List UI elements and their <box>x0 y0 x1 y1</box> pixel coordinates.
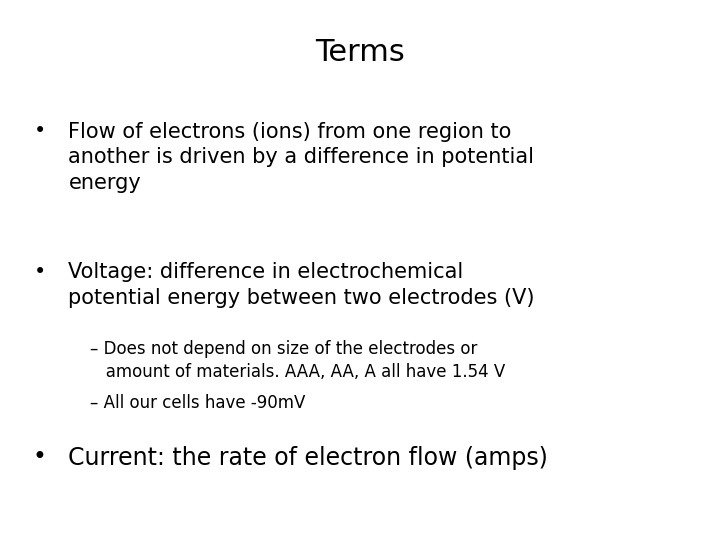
Text: •: • <box>33 122 46 141</box>
Text: – All our cells have -90mV: – All our cells have -90mV <box>90 394 305 412</box>
Text: Flow of electrons (ions) from one region to
another is driven by a difference in: Flow of electrons (ions) from one region… <box>68 122 534 193</box>
Text: •: • <box>32 446 47 469</box>
Text: Current: the rate of electron flow (amps): Current: the rate of electron flow (amps… <box>68 446 548 469</box>
Text: •: • <box>33 262 46 282</box>
Text: – Does not depend on size of the electrodes or
   amount of materials. AAA, AA, : – Does not depend on size of the electro… <box>90 340 505 381</box>
Text: Voltage: difference in electrochemical
potential energy between two electrodes (: Voltage: difference in electrochemical p… <box>68 262 535 307</box>
Text: Terms: Terms <box>315 38 405 67</box>
